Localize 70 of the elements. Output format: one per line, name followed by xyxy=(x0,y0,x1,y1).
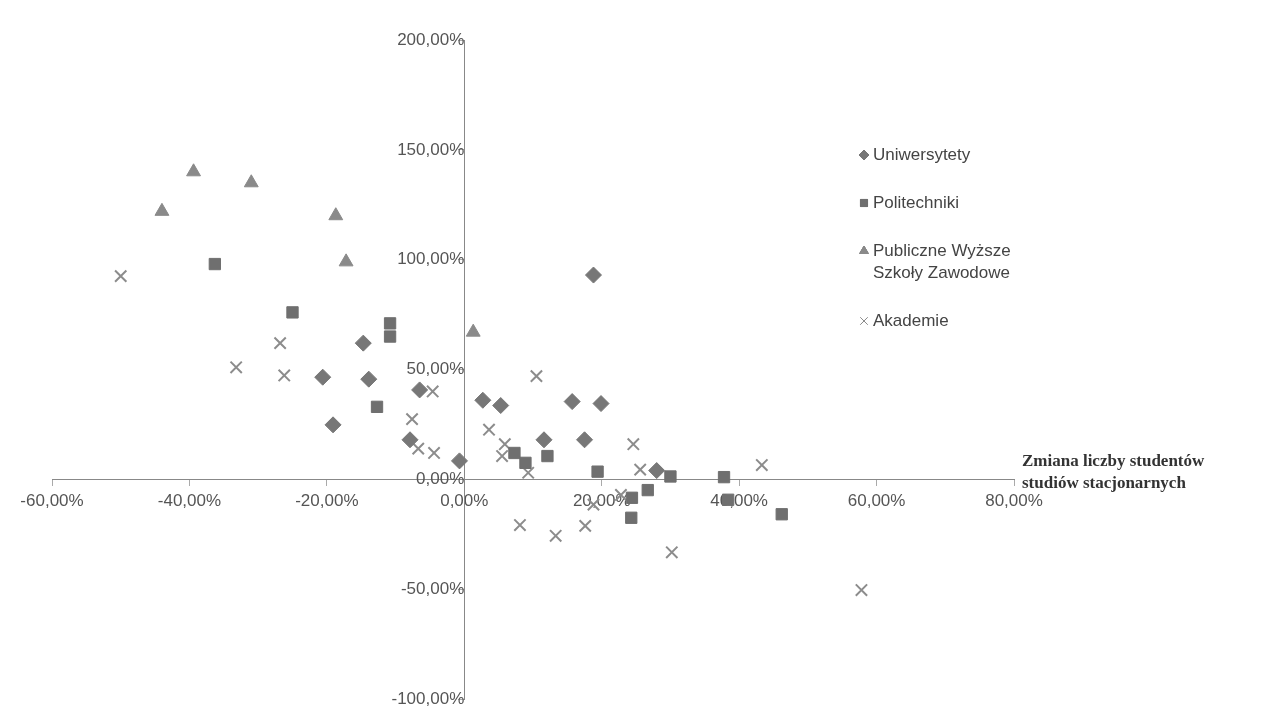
point xyxy=(243,174,259,188)
y-tick-label: 200,00% xyxy=(397,29,465,49)
point xyxy=(186,163,201,177)
point xyxy=(324,416,342,434)
point xyxy=(277,368,291,383)
point xyxy=(665,545,679,559)
point xyxy=(427,446,441,460)
point xyxy=(370,400,384,413)
point xyxy=(383,330,397,343)
point xyxy=(519,456,532,470)
legend-label: Akademie xyxy=(873,310,949,330)
point xyxy=(641,483,654,497)
point xyxy=(482,423,496,437)
y-tick-label: 100,00% xyxy=(397,249,465,269)
point xyxy=(273,336,287,350)
x-tick-label: 80,00% xyxy=(985,491,1043,511)
point xyxy=(591,465,604,478)
point xyxy=(474,391,492,409)
x-tick-label: -20,00% xyxy=(295,491,359,511)
point xyxy=(401,431,419,449)
point xyxy=(411,381,429,399)
point xyxy=(592,395,610,413)
point xyxy=(535,431,553,449)
point xyxy=(775,508,788,521)
point xyxy=(717,470,731,484)
point xyxy=(549,529,563,543)
point xyxy=(208,257,222,271)
x-tick-label: 60,00% xyxy=(847,491,906,511)
point xyxy=(755,458,769,472)
point xyxy=(114,269,128,283)
point xyxy=(383,317,397,330)
point xyxy=(508,446,521,460)
legend-label: Publiczne Wyższe Szkoły Zawodowe xyxy=(873,240,1011,282)
x-tick-label: -40,00% xyxy=(157,491,222,511)
legend-label: Politechniki xyxy=(873,192,959,212)
point xyxy=(664,470,677,483)
y-tick-label: -100,00% xyxy=(391,688,465,708)
point xyxy=(405,412,419,426)
point xyxy=(229,360,243,374)
point xyxy=(492,397,510,415)
point xyxy=(426,384,440,399)
point xyxy=(521,466,535,480)
point xyxy=(411,441,425,456)
point xyxy=(563,393,581,411)
y-tick-label: 50,00% xyxy=(406,359,465,379)
point xyxy=(576,431,594,449)
point xyxy=(529,369,544,383)
x-axis-title: Zmiana liczby studentów studiów stacjonarnych xyxy=(1022,450,1206,492)
point xyxy=(338,253,354,267)
point xyxy=(513,518,527,532)
point xyxy=(354,334,372,352)
point xyxy=(360,370,378,388)
y-tick-label: 150,00% xyxy=(397,139,465,159)
point xyxy=(541,449,554,463)
y-tick-label: -50,00% xyxy=(400,578,465,598)
point xyxy=(648,462,666,480)
point xyxy=(450,452,468,470)
point xyxy=(584,266,602,284)
point xyxy=(286,306,299,319)
point xyxy=(626,437,640,451)
point xyxy=(328,207,344,221)
point xyxy=(633,463,647,477)
point xyxy=(465,323,481,337)
x-tick-label: -60,00% xyxy=(20,491,84,511)
point xyxy=(578,519,592,533)
point xyxy=(854,583,869,597)
legend-label: Uniwersytety xyxy=(873,144,971,164)
point xyxy=(314,368,332,386)
point xyxy=(625,511,638,524)
point xyxy=(154,202,170,216)
